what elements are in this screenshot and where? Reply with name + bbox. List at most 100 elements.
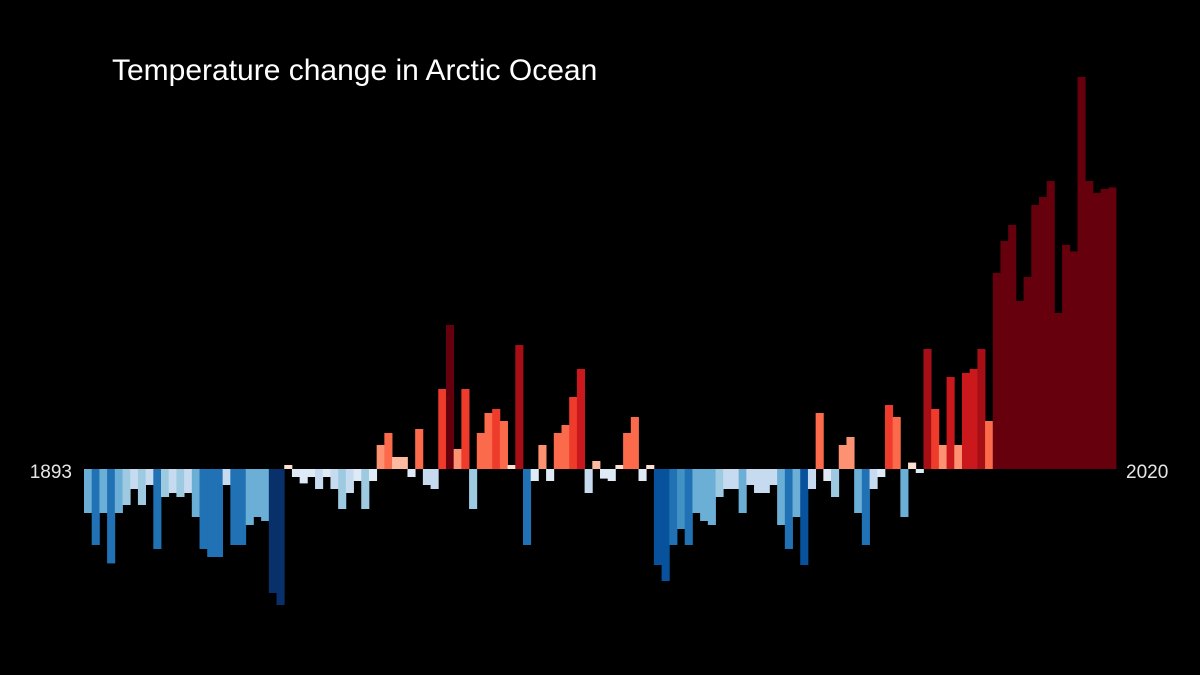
bar [915,469,924,473]
bar [677,469,686,529]
bar [869,469,878,489]
bar [684,469,693,545]
bar [1100,189,1109,469]
bar [931,409,940,469]
bar [130,469,139,489]
bar [438,389,447,469]
bar [623,433,632,469]
bar [985,421,994,469]
bar [153,469,162,549]
bar [484,413,493,469]
bar [769,469,778,485]
bar [846,437,855,469]
bar [353,469,362,481]
bar [261,469,270,521]
bar [307,469,316,477]
bar [107,469,116,564]
bar [376,445,385,469]
bar [361,469,370,509]
bar [700,469,709,521]
bar [630,417,639,469]
bar [946,377,955,469]
bar [1046,181,1055,469]
bar [661,469,670,581]
bar [1092,193,1101,469]
bar [900,469,909,517]
bar [777,469,786,525]
bar [276,469,285,605]
bar [199,469,208,549]
bar [707,469,716,525]
bar [145,469,154,485]
bar [191,469,200,517]
bar [315,469,324,489]
bar [746,469,755,485]
bar [977,349,986,469]
year-start-label: 1893 [30,462,72,483]
bar [692,469,701,513]
bar [515,345,524,469]
bar [800,469,809,565]
bar [592,461,601,469]
bar [499,421,508,469]
bar [1077,77,1086,469]
bar [530,469,539,481]
bar [569,397,578,469]
bar [815,413,824,469]
bar [1062,245,1071,469]
bar [91,469,100,545]
bar [492,409,501,469]
bar [291,469,301,477]
bar [114,469,123,513]
bar [723,469,732,489]
bar [969,369,978,469]
bar [168,469,177,493]
bar [653,469,663,565]
bar [1031,205,1040,469]
bar [184,469,193,493]
bar [738,469,747,513]
bar-series [84,77,1117,605]
bar [422,469,431,485]
bar [1000,241,1009,469]
bar [954,445,963,469]
bar [461,389,470,469]
bar [923,349,932,469]
bar [669,469,678,545]
bar [538,445,547,469]
bar [453,449,462,469]
bar [1008,225,1017,469]
bar [399,457,408,469]
bar [137,469,147,505]
bar [1069,251,1078,469]
bar [161,469,170,497]
bar [392,457,401,469]
bar [854,469,863,513]
bar [877,469,886,477]
bar [407,469,416,477]
bar [754,469,763,493]
chart-title: Temperature change in Arctic Ocean [112,54,597,87]
bar [908,462,917,469]
bar [807,469,817,489]
bar [84,469,93,513]
bar [838,445,847,469]
bar [1015,301,1024,469]
bar [230,469,239,545]
bar [961,373,971,469]
bar [646,465,655,469]
bar [761,469,770,493]
bar [638,469,647,481]
bar [284,465,293,469]
bar [299,469,308,484]
bar [245,469,254,525]
bar [792,469,801,517]
bar [584,469,593,493]
year-end-label: 2020 [1126,462,1168,483]
bar [553,433,562,469]
bar [507,465,516,469]
bar [892,417,901,469]
bar [476,433,485,469]
bar [214,469,224,557]
bar [1038,197,1048,469]
